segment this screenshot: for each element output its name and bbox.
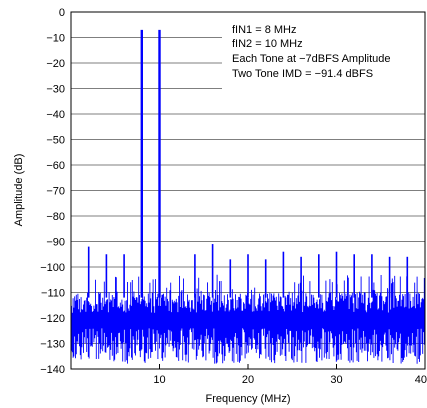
y-tick-label: −90 — [46, 237, 65, 249]
annotation-line: Two Tone IMD = −91.4 dBFS — [232, 68, 373, 80]
y-tick-label: −80 — [46, 211, 65, 223]
y-tick-label: −100 — [40, 262, 65, 274]
annotation-line: fIN2 = 10 MHz — [232, 38, 303, 50]
y-tick-label: −140 — [40, 364, 65, 376]
x-tick-label: 10 — [153, 374, 165, 386]
y-tick-label: −130 — [40, 339, 65, 351]
x-axis-ticks: 10 20 30 40 — [153, 364, 427, 386]
y-tick-label: −40 — [46, 109, 65, 121]
y-tick-label: −50 — [46, 135, 65, 147]
x-axis-label: Frequency (MHz) — [206, 393, 291, 405]
y-axis-ticks: 0 −10 −20 −30 −40 −50 −60 −70 −80 −90 −100 −110 −120… — [40, 7, 65, 376]
spectral-peaks — [87, 29, 409, 298]
x-tick-label: 30 — [330, 374, 342, 386]
y-tick-label: −30 — [46, 84, 65, 96]
x-tick-label: 20 — [242, 374, 254, 386]
y-tick-label: −20 — [46, 58, 65, 70]
y-tick-label: −70 — [46, 186, 65, 198]
annotation-block: fIN1 = 8 MHz fIN2 = 10 MHz Each Tone at … — [232, 24, 391, 80]
annotation-line: Each Tone at −7dBFS Amplitude — [232, 53, 391, 65]
y-axis-label: Amplitude (dB) — [13, 154, 25, 227]
y-tick-label: −60 — [46, 160, 65, 172]
y-tick-label: −110 — [41, 288, 65, 300]
y-tick-label: −120 — [40, 313, 65, 325]
annotation-line: fIN1 = 8 MHz — [232, 24, 297, 36]
x-tick-label: 40 — [415, 374, 427, 386]
y-tick-label: 0 — [59, 7, 65, 19]
annotation-background — [222, 20, 425, 94]
y-tick-label: −10 — [46, 33, 65, 45]
